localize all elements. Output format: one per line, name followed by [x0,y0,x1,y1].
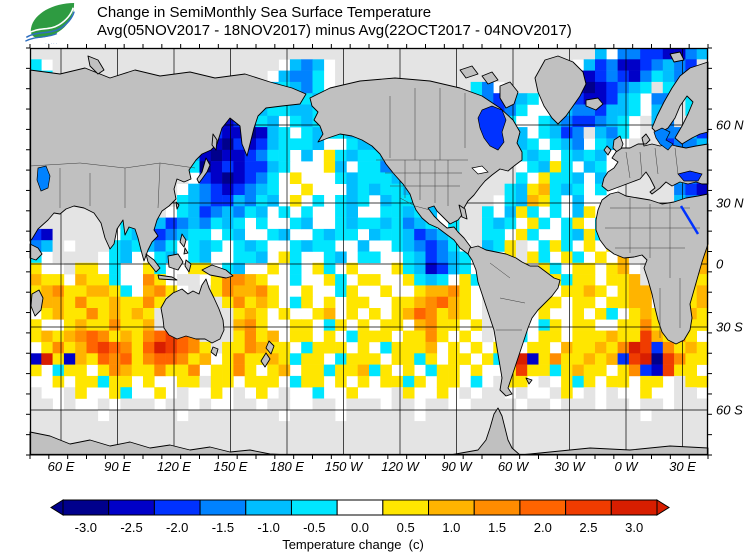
colorbar-value: -3.0 [74,520,98,535]
colorbar-value: 0.5 [396,520,415,535]
colorbar-value: -1.5 [211,520,235,535]
chart-titles: Change in SemiMonthly Sea Surface Temper… [97,4,572,40]
lon-label: 150 W [324,459,363,474]
colorbar-segment [290,499,338,516]
colorbar-right-arrow [656,499,670,516]
leaf-waves-logo-icon: · · · · · [25,2,75,46]
colorbar-segment [108,499,155,516]
inland-water [36,105,703,235]
lat-label: 0 [716,256,724,272]
colorbar-segment [382,499,430,516]
colorbar-segment [428,499,475,516]
colorbar-value: 1.5 [488,520,507,535]
colorbar-title: Temperature change (c) [282,537,424,552]
lon-label: 120 W [381,459,419,474]
colorbar-value: 0.0 [350,520,370,535]
colorbar-segment [565,499,612,516]
lat-label: 60 S [716,402,743,418]
lon-label: 120 E [157,459,191,474]
lon-label: 60 W [497,459,529,474]
logo-caption: · · · · · [45,41,57,46]
colorbar-segment [519,499,567,516]
colorbar-segment [336,499,384,516]
lon-label: 30 E [669,459,696,474]
landmasses [29,51,709,456]
colorbar-value: -2.5 [120,520,143,535]
colorbar-value: -2.0 [166,520,189,535]
lat-label: 60 N [716,117,744,133]
axis-ticks [26,44,712,459]
colorbar-segment [62,499,110,516]
country-borders [29,88,700,338]
lon-label: 90 E [104,459,131,474]
colorbar-segment [199,499,247,516]
lon-label: 30 W [554,459,585,474]
chart-subtitle: Avg(05NOV2017 - 18NOV2017) minus Avg(22O… [97,22,572,39]
lon-label: 90 W [441,459,472,474]
lon-label: 150 E [213,459,248,474]
colorbar-left-arrow [50,499,64,516]
colorbar-value: 2.5 [579,520,598,535]
colorbar-segment [245,499,292,516]
logo-leaf [30,2,75,38]
lon-label: 180 E [270,459,304,474]
lat-label: 30 S [716,319,743,335]
colorbar-segment [473,499,521,516]
colorbar-value: 1.0 [442,520,461,535]
colorbar-segment [610,499,658,516]
lat-label: 30 N [716,195,744,211]
lon-label: 0 W [614,459,638,474]
map-svg [26,44,712,459]
world-anomaly-map [26,44,712,459]
colorbar-value: -1.0 [257,520,280,535]
map-border [29,47,709,456]
colorbar [50,499,670,516]
lon-label: 60 E [47,459,75,474]
colorbar-value: 2.0 [533,520,552,535]
colorbar-value: -0.5 [303,520,326,535]
chart-title: Change in SemiMonthly Sea Surface Temper… [97,4,432,21]
colorbar-value: 3.0 [625,520,644,535]
colorbar-segment [153,499,201,516]
